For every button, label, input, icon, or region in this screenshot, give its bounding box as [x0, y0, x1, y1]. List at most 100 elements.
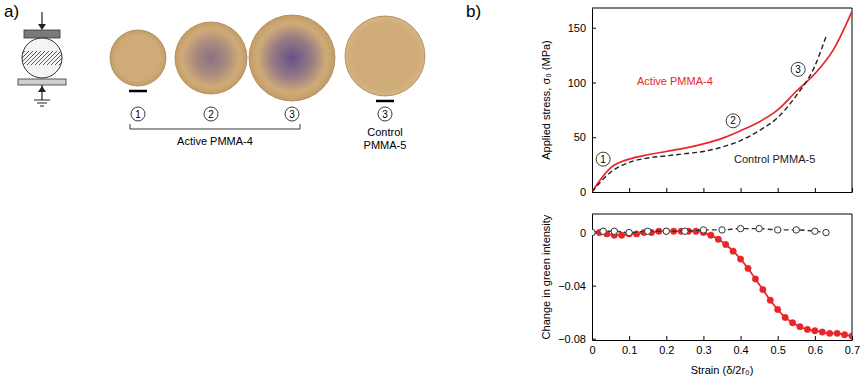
stage-text: 3 — [289, 109, 295, 120]
x-tick-label: 0.6 — [808, 344, 823, 356]
x-tick-label: 0.4 — [733, 344, 748, 356]
series-marker — [592, 229, 595, 235]
annotation-text: 2 — [730, 115, 736, 126]
x-tick-mark — [703, 188, 704, 192]
y-axis-title: Change in green intensity — [540, 214, 552, 339]
y-tick: 100 — [568, 76, 596, 88]
series-marker — [812, 328, 818, 334]
series-label: Active PMMA-4 — [637, 75, 713, 87]
x-axis-title: Strain (δ/2r₀) — [691, 364, 754, 376]
plot-frame — [592, 8, 852, 192]
series-marker — [782, 314, 788, 320]
series-marker — [797, 324, 803, 330]
series-marker — [730, 248, 736, 254]
x-tick-mark — [778, 336, 779, 340]
y-tick: 0 — [580, 227, 596, 239]
y-axis: 050100150 — [568, 9, 596, 199]
sphere-band — [20, 51, 64, 65]
x-tick-label: 0.5 — [771, 344, 786, 356]
group-name-line: PMMA-5 — [364, 139, 407, 151]
arrow-head — [38, 86, 46, 92]
x-tick-label: 0.7 — [845, 344, 860, 356]
stage-circle — [285, 107, 299, 121]
series-marker — [834, 330, 840, 336]
y-tick-label: −0.04 — [558, 280, 586, 292]
arrow-line — [41, 12, 42, 26]
group-name: ControlPMMA-5 — [364, 126, 407, 151]
y-axis: 0 −0.04 −0.08 — [558, 215, 596, 345]
series-marker — [767, 297, 773, 303]
group-name: Active PMMA-4 — [177, 135, 253, 147]
y-tick-mark — [592, 339, 596, 340]
stage-circle — [131, 107, 145, 121]
x-tick-mark — [815, 336, 816, 340]
y-tick-label: 0 — [580, 227, 586, 239]
stage-circle — [204, 107, 218, 121]
series-marker — [708, 232, 714, 238]
ground-symbol — [34, 100, 50, 106]
x-tick-mark — [741, 336, 742, 340]
series-marker — [737, 256, 743, 262]
panel-label: a) — [4, 2, 19, 21]
x-tick-label: 0 — [589, 344, 595, 356]
series-marker — [723, 241, 729, 247]
x-tick-mark — [666, 336, 667, 340]
top-plate — [24, 30, 60, 38]
x-tick: 0.1 — [622, 336, 637, 356]
sample-disc — [249, 15, 335, 101]
bottom-plate — [18, 79, 66, 85]
series-marker — [804, 326, 810, 332]
stage-label: 3 — [285, 107, 299, 121]
x-tick-mark — [852, 188, 853, 192]
stage-label: 1 — [131, 107, 145, 121]
stage-circle — [378, 107, 392, 121]
series-line — [592, 11, 852, 192]
series-line — [592, 36, 826, 192]
y-tick-mark — [592, 82, 596, 83]
x-tick — [778, 188, 779, 192]
x-tick-mark — [629, 188, 630, 192]
series-marker — [827, 330, 833, 336]
stage-label: 3 — [378, 107, 392, 121]
annotation-text: 1 — [600, 154, 606, 165]
y-tick-label: 150 — [568, 22, 586, 34]
series-marker — [619, 232, 625, 238]
panel-label: b) — [466, 2, 481, 21]
x-tick-mark — [703, 336, 704, 340]
y-tick: −0.04 — [558, 280, 596, 292]
annotation-circle — [791, 62, 805, 76]
annotation: 2 — [726, 114, 740, 128]
chart: 050100150Applied stress, σ₀ (MPa)Active … — [540, 8, 853, 198]
sample-photos — [110, 15, 425, 101]
scale-bar — [129, 90, 147, 93]
stage-text: 2 — [208, 109, 214, 120]
group-bracket — [130, 124, 300, 129]
series-marker — [700, 227, 706, 233]
x-tick: 0.4 — [733, 336, 748, 356]
series-marker — [752, 276, 758, 282]
sample-disc — [110, 30, 166, 86]
x-tick-label: 0.3 — [696, 344, 711, 356]
series-marker — [745, 265, 751, 271]
arrow-head — [38, 24, 46, 30]
x-tick — [815, 188, 816, 192]
plot-frame — [592, 214, 852, 340]
sample-disc — [345, 16, 425, 96]
series-marker — [663, 228, 669, 234]
y-tick-mark — [592, 286, 596, 287]
x-tick-mark — [666, 188, 667, 192]
figure: a)123Active PMMA-43ControlPMMA-5b)050100… — [0, 0, 865, 389]
x-tick-mark — [741, 188, 742, 192]
y-tick-mark — [592, 137, 596, 138]
x-tick — [666, 188, 667, 192]
y-tick: −0.08 — [558, 333, 596, 345]
x-tick-label: 0.2 — [659, 344, 674, 356]
series-marker — [592, 229, 595, 235]
y-tick-mark — [592, 192, 596, 193]
x-tick-mark — [778, 188, 779, 192]
axis-line — [592, 9, 593, 193]
y-tick-label: 50 — [574, 131, 586, 143]
x-tick — [741, 188, 742, 192]
stage-text: 3 — [382, 109, 388, 120]
annotation-circle — [726, 114, 740, 128]
